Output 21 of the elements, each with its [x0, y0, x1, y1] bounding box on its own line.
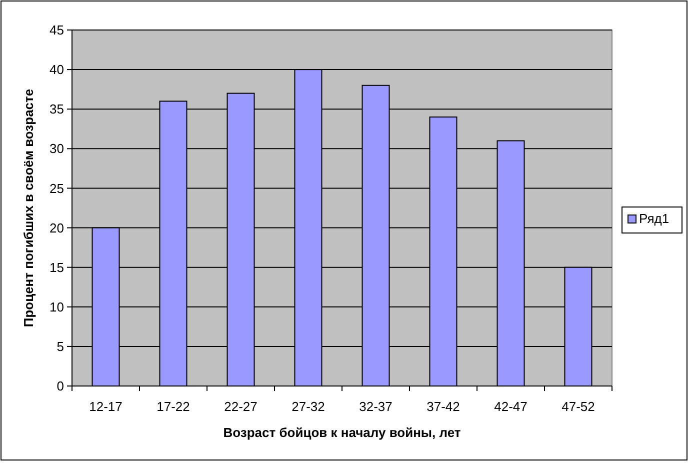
y-tick-label: 35	[50, 102, 64, 117]
x-tick-label: 37-42	[426, 399, 460, 414]
y-tick-label: 15	[50, 260, 64, 275]
x-tick-label: 32-37	[359, 399, 392, 414]
x-tick-label: 42-47	[494, 399, 528, 414]
x-axis-title: Возраст бойцов к началу войны, лет	[223, 425, 461, 440]
y-tick-label: 20	[50, 220, 64, 236]
x-tick-label: 22-27	[224, 399, 258, 414]
x-tick-label: 47-52	[562, 399, 595, 414]
x-tick-label: 12-17	[89, 399, 122, 414]
legend-label: Ряд1	[639, 211, 670, 226]
x-tick-label: 27-32	[292, 399, 325, 414]
y-tick-label: 25	[50, 180, 64, 196]
y-tick-label: 40	[50, 62, 64, 78]
y-tick-label: 30	[50, 141, 64, 156]
y-tick-label: 10	[50, 299, 64, 314]
x-tick-label: 17-22	[156, 399, 190, 414]
y-tick-label: 0	[56, 378, 64, 394]
y-axis-title: Процент погибших в своём возрасте	[21, 88, 36, 328]
y-tick-label: 5	[56, 338, 64, 354]
y-tick-label: 45	[50, 22, 64, 38]
